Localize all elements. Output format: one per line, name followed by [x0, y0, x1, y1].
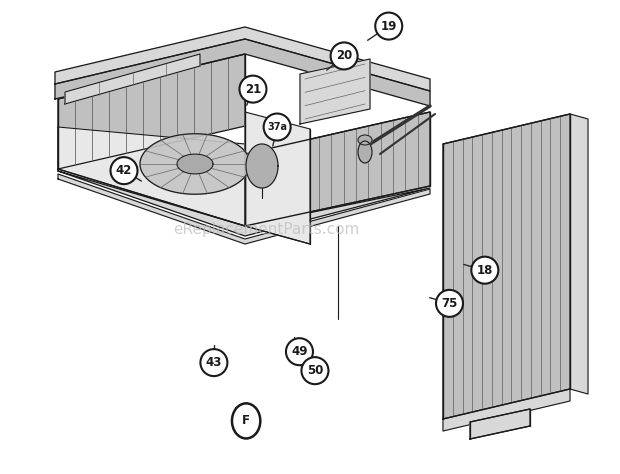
Text: F: F — [242, 414, 250, 428]
Polygon shape — [245, 112, 310, 244]
Ellipse shape — [358, 135, 372, 145]
Polygon shape — [140, 134, 250, 194]
Circle shape — [301, 357, 329, 384]
Polygon shape — [58, 174, 430, 244]
Circle shape — [471, 257, 498, 283]
Circle shape — [375, 13, 402, 39]
Polygon shape — [443, 114, 570, 419]
Polygon shape — [470, 409, 530, 439]
Polygon shape — [570, 114, 588, 394]
Text: 19: 19 — [381, 19, 397, 33]
Polygon shape — [65, 54, 200, 104]
Polygon shape — [443, 389, 570, 431]
Text: 42: 42 — [116, 164, 132, 177]
Polygon shape — [246, 144, 278, 188]
Text: 49: 49 — [291, 345, 308, 358]
Polygon shape — [58, 54, 245, 169]
Circle shape — [286, 338, 313, 365]
Polygon shape — [58, 171, 430, 236]
Polygon shape — [58, 127, 245, 226]
Text: 50: 50 — [307, 364, 323, 377]
Polygon shape — [55, 27, 430, 91]
Polygon shape — [245, 112, 430, 226]
Text: 21: 21 — [245, 82, 261, 96]
Text: 18: 18 — [477, 264, 493, 277]
Circle shape — [110, 157, 138, 184]
Text: 43: 43 — [206, 356, 222, 369]
Circle shape — [330, 43, 358, 69]
Circle shape — [264, 114, 291, 140]
Polygon shape — [177, 154, 213, 174]
Polygon shape — [300, 59, 370, 124]
Circle shape — [239, 76, 267, 102]
Ellipse shape — [358, 141, 372, 163]
Text: 37a: 37a — [267, 122, 287, 132]
Text: eReplacementParts.com: eReplacementParts.com — [174, 222, 360, 237]
Circle shape — [200, 349, 228, 376]
Text: 75: 75 — [441, 297, 458, 310]
Polygon shape — [55, 39, 430, 106]
Circle shape — [436, 290, 463, 317]
Text: 20: 20 — [336, 49, 352, 63]
Ellipse shape — [232, 403, 260, 438]
